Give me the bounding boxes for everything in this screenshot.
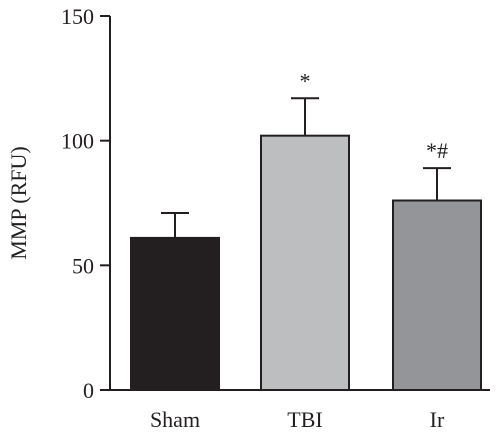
significance-annotations: * *#: [300, 68, 449, 163]
error-bars: [161, 97, 451, 238]
annotation-tbi: *: [300, 68, 311, 93]
bar-tbi: [260, 134, 350, 391]
bar-sham: [130, 236, 220, 391]
bars: [130, 134, 482, 391]
error-bar-ir: [423, 167, 451, 201]
x-label-sham: Sham: [150, 407, 200, 432]
y-tick-label-50: 50: [72, 253, 94, 278]
y-tick-label-100: 100: [61, 129, 94, 154]
x-label-ir: Ir: [430, 407, 445, 432]
y-tick-label-150: 150: [61, 4, 94, 29]
y-axis-title: MMP (RFU): [6, 146, 31, 260]
annotation-ir: *#: [426, 138, 448, 163]
error-bar-tbi: [291, 97, 319, 136]
x-label-tbi: TBI: [287, 407, 322, 432]
x-axis-labels: Sham TBI Ir: [150, 407, 445, 432]
bar-ir: [392, 199, 482, 391]
y-tick-label-0: 0: [83, 378, 94, 403]
error-bar-sham: [161, 211, 189, 238]
y-axis-ticks: 0 50 100 150: [61, 4, 110, 403]
